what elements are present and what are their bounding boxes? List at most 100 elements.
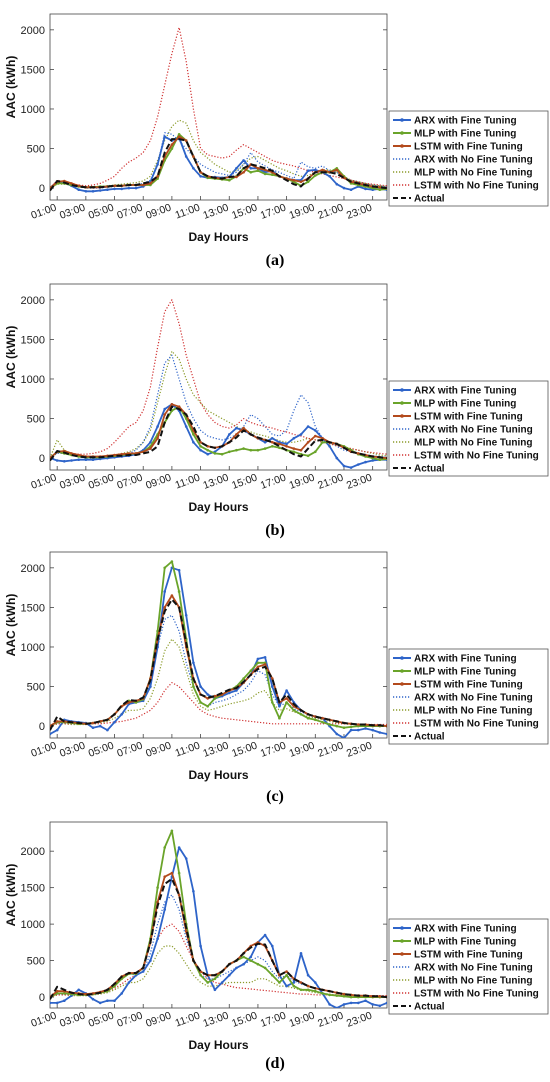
legend-label-4: MLP with No Fine Tuning <box>414 706 533 717</box>
legend-label-1: MLP with Fine Tuning <box>414 129 516 140</box>
series-point-0 <box>63 460 66 463</box>
legend-label-5: LSTM with No Fine Tuning <box>414 181 539 192</box>
x-tick-label: 11:00 <box>174 739 202 759</box>
series-point-2 <box>285 445 288 448</box>
series-point-1 <box>213 977 217 981</box>
y-axis-label: AAC (kWh) <box>4 594 18 657</box>
series-point-1 <box>63 992 66 995</box>
legend-marker-0 <box>400 926 404 930</box>
series-point-1 <box>256 962 260 966</box>
legend-label-5: LSTM with No Fine Tuning <box>414 989 539 1000</box>
series-point-2 <box>170 871 174 875</box>
y-axis-label: AAC (kWh) <box>4 326 18 389</box>
x-tick-label: 03:00 <box>58 1009 87 1029</box>
series-point-2 <box>321 716 324 720</box>
x-tick-label: 13:00 <box>201 201 230 221</box>
series-point-1 <box>256 448 260 452</box>
series-point-0 <box>357 463 360 466</box>
legend-label-0: ARX with Fine Tuning <box>414 654 517 665</box>
x-tick-label: 15:00 <box>230 739 259 759</box>
series-point-0 <box>98 724 102 728</box>
series-point-0 <box>199 944 202 948</box>
x-tick-label: 21:00 <box>316 739 345 759</box>
series-point-1 <box>242 447 245 450</box>
legend-marker-2 <box>400 952 404 956</box>
series-point-1 <box>170 560 174 563</box>
series-point-1 <box>242 677 245 680</box>
series-point-0 <box>271 944 274 948</box>
series-point-1 <box>328 723 331 726</box>
legend-label-3: ARX with No Fine Tuning <box>414 963 533 974</box>
series-point-1 <box>306 180 310 184</box>
series-point-0 <box>228 433 231 436</box>
series-point-0 <box>385 732 387 736</box>
series-point-0 <box>378 1004 382 1008</box>
series-point-1 <box>278 716 281 720</box>
y-axis-label: AAC (kWh) <box>4 56 18 119</box>
series-point-1 <box>378 458 382 461</box>
x-tick-label: 03:00 <box>58 739 87 759</box>
legend-label-5: LSTM with No Fine Tuning <box>414 719 539 730</box>
series-point-0 <box>77 988 80 992</box>
series-point-2 <box>156 175 159 178</box>
x-tick-label: 19:00 <box>288 201 317 221</box>
series-point-2 <box>163 875 166 878</box>
series-point-0 <box>98 1001 102 1005</box>
legend-label-2: LSTM with Fine Tuning <box>414 412 523 423</box>
series-point-1 <box>299 988 303 992</box>
y-tick-label: 0 <box>39 453 45 465</box>
series-point-1 <box>206 705 209 708</box>
series-point-0 <box>364 187 367 191</box>
series-point-0 <box>91 190 95 193</box>
series-point-2 <box>170 594 174 597</box>
series-point-0 <box>91 726 95 729</box>
legend-marker-1 <box>400 401 404 405</box>
series-point-2 <box>321 437 324 440</box>
series-point-1 <box>349 725 353 729</box>
series-point-0 <box>50 1001 52 1005</box>
y-tick-label: 1500 <box>21 334 45 346</box>
series-point-0 <box>70 459 73 462</box>
series-point-0 <box>314 168 317 172</box>
series-point-2 <box>163 606 166 609</box>
series-point-2 <box>170 143 174 146</box>
series-point-2 <box>292 447 296 450</box>
series-point-1 <box>249 448 253 452</box>
series-point-0 <box>177 568 181 572</box>
series-point-2 <box>77 184 80 188</box>
legend-label-6: Actual <box>414 194 445 205</box>
series-point-0 <box>84 458 88 461</box>
series-line-6 <box>50 405 387 462</box>
series-point-0 <box>378 731 382 734</box>
panel-label-b: (b) <box>265 522 285 539</box>
series-point-0 <box>228 691 231 695</box>
series-line-5 <box>50 26 387 189</box>
series-point-0 <box>163 407 166 411</box>
series-point-2 <box>321 168 324 172</box>
chart-panel-d: 0 500 1000 1500 2000 01:00 03:00 05:00 07:00 09:0… <box>4 821 549 1052</box>
series-point-2 <box>149 182 152 185</box>
series-point-2 <box>177 405 181 408</box>
series-point-1 <box>263 966 267 970</box>
series-point-2 <box>70 452 73 455</box>
series-point-0 <box>349 188 353 191</box>
series-point-1 <box>306 454 310 458</box>
series-point-1 <box>199 973 202 977</box>
x-tick-label: 13:00 <box>201 739 230 759</box>
series-point-2 <box>299 981 303 984</box>
x-tick-label: 05:00 <box>87 1009 116 1029</box>
series-point-0 <box>349 466 353 469</box>
series-point-0 <box>299 433 303 436</box>
series-point-0 <box>77 188 80 191</box>
legend-label-6: Actual <box>414 464 445 475</box>
series-point-0 <box>55 1001 59 1005</box>
series-point-0 <box>242 962 245 966</box>
series-point-0 <box>335 1006 339 1008</box>
series-point-1 <box>263 172 267 176</box>
legend-label-3: ARX with No Fine Tuning <box>414 155 533 166</box>
series-point-2 <box>314 434 317 438</box>
series-point-0 <box>84 190 88 193</box>
series-point-1 <box>256 169 260 172</box>
series-point-0 <box>106 999 109 1002</box>
series-point-1 <box>199 701 202 704</box>
